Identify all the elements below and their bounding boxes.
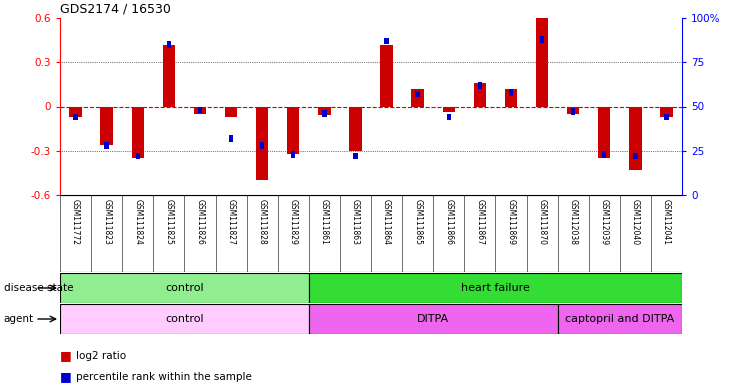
Bar bbox=[353, 153, 358, 159]
Text: captopril and DITPA: captopril and DITPA bbox=[565, 314, 675, 324]
Bar bbox=[225, 106, 237, 117]
Bar bbox=[163, 45, 175, 106]
Bar bbox=[318, 106, 331, 115]
Text: GSM112038: GSM112038 bbox=[569, 199, 577, 245]
Bar bbox=[536, 18, 548, 106]
Bar bbox=[385, 38, 389, 44]
Bar bbox=[602, 151, 607, 157]
Bar bbox=[136, 153, 140, 159]
Bar bbox=[60, 304, 309, 334]
Bar bbox=[229, 135, 233, 142]
Bar bbox=[291, 151, 296, 157]
Bar bbox=[664, 114, 669, 121]
Bar bbox=[131, 106, 144, 158]
Bar bbox=[309, 273, 682, 303]
Text: GSM111825: GSM111825 bbox=[164, 199, 173, 245]
Text: percentile rank within the sample: percentile rank within the sample bbox=[76, 372, 252, 382]
Bar bbox=[504, 89, 517, 106]
Bar bbox=[101, 106, 113, 145]
Text: GSM111866: GSM111866 bbox=[445, 199, 453, 245]
Text: GSM111823: GSM111823 bbox=[102, 199, 111, 245]
Bar bbox=[540, 36, 545, 43]
Bar bbox=[193, 106, 206, 114]
Bar bbox=[287, 106, 299, 154]
Text: disease state: disease state bbox=[4, 283, 73, 293]
Bar bbox=[442, 106, 455, 113]
Text: GSM112040: GSM112040 bbox=[631, 199, 640, 245]
Text: GSM111867: GSM111867 bbox=[475, 199, 484, 245]
Bar bbox=[477, 82, 482, 89]
Bar bbox=[309, 304, 558, 334]
Bar bbox=[198, 107, 202, 113]
Text: heart failure: heart failure bbox=[461, 283, 530, 293]
Bar bbox=[256, 106, 269, 180]
Bar bbox=[322, 110, 326, 117]
Bar bbox=[629, 106, 642, 170]
Bar bbox=[509, 89, 513, 96]
Text: agent: agent bbox=[4, 314, 34, 324]
Text: GSM111863: GSM111863 bbox=[351, 199, 360, 245]
Bar bbox=[558, 304, 682, 334]
Text: log2 ratio: log2 ratio bbox=[76, 351, 126, 361]
Bar bbox=[380, 45, 393, 106]
Text: ■: ■ bbox=[60, 371, 72, 384]
Text: GSM111824: GSM111824 bbox=[134, 199, 142, 245]
Bar bbox=[74, 114, 77, 121]
Text: ■: ■ bbox=[60, 349, 72, 362]
Text: GDS2174 / 16530: GDS2174 / 16530 bbox=[60, 3, 171, 16]
Bar bbox=[69, 106, 82, 117]
Bar bbox=[633, 153, 637, 159]
Bar bbox=[166, 41, 171, 48]
Text: GSM111870: GSM111870 bbox=[537, 199, 547, 245]
Bar bbox=[474, 83, 486, 106]
Text: GSM111861: GSM111861 bbox=[320, 199, 328, 245]
Text: GSM111864: GSM111864 bbox=[382, 199, 391, 245]
Bar bbox=[571, 109, 575, 115]
Bar bbox=[660, 106, 672, 117]
Text: GSM112041: GSM112041 bbox=[662, 199, 671, 245]
Text: control: control bbox=[165, 283, 204, 293]
Bar bbox=[260, 142, 264, 149]
Text: DITPA: DITPA bbox=[417, 314, 449, 324]
Text: GSM111827: GSM111827 bbox=[226, 199, 236, 245]
Bar bbox=[567, 106, 580, 114]
Text: GSM111869: GSM111869 bbox=[507, 199, 515, 245]
Text: GSM111865: GSM111865 bbox=[413, 199, 422, 245]
Bar bbox=[447, 114, 451, 121]
Text: GSM111826: GSM111826 bbox=[196, 199, 204, 245]
Text: control: control bbox=[165, 314, 204, 324]
Bar bbox=[412, 89, 424, 106]
Text: GSM111772: GSM111772 bbox=[71, 199, 80, 245]
Bar bbox=[104, 142, 109, 149]
Bar bbox=[349, 106, 361, 151]
Text: GSM112039: GSM112039 bbox=[600, 199, 609, 245]
Text: GSM111829: GSM111829 bbox=[289, 199, 298, 245]
Text: GSM111828: GSM111828 bbox=[258, 199, 266, 245]
Bar bbox=[60, 273, 309, 303]
Bar bbox=[415, 91, 420, 98]
Bar bbox=[598, 106, 610, 158]
